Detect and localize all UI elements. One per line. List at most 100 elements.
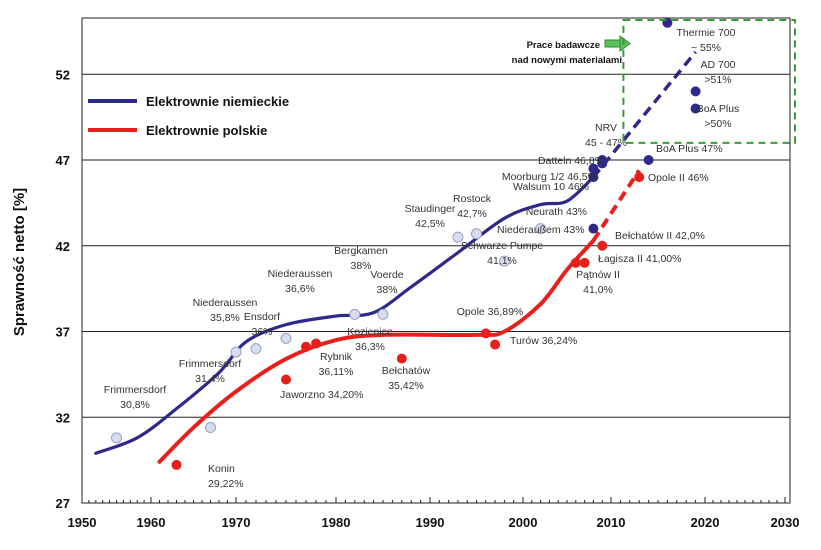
point-label: Opole II 46% [648, 172, 709, 184]
german-point-planned [643, 155, 654, 165]
point-label: Niederaußem 43% [497, 224, 585, 236]
point-label: BoA Plus 47% [656, 143, 723, 155]
polish-trend-line [157, 238, 596, 464]
research-annotation: Prace badawcze nad nowymi materialami [512, 19, 797, 144]
point-label: Jaworzno 34,20% [280, 389, 363, 401]
point-label: 36,3% [355, 341, 385, 353]
point-label: AD 700 [700, 59, 735, 71]
y-tick-label: 27 [56, 496, 70, 511]
point-label: Opole 36,89% [457, 306, 524, 318]
point-label: Bergkamen [334, 245, 388, 257]
german-point-planned [588, 172, 599, 183]
point-label: 29,22% [208, 478, 244, 490]
point-label: Schwarze Pumpe [461, 240, 543, 252]
point-label: Datteln 46,8% [538, 155, 604, 167]
point-label: Neurath 43% [526, 206, 587, 218]
polish-forecast-line [591, 169, 641, 242]
polish-point [311, 338, 321, 349]
german-point [111, 432, 122, 444]
polish-point [490, 339, 501, 350]
point-label: Moorburg 1/2 46,5% [502, 171, 597, 183]
point-label: Frimmersdorf [104, 384, 166, 396]
point-label: Thermie 700 [677, 27, 736, 39]
x-tick-label: 1990 [416, 515, 445, 530]
x-tick-label: 1980 [322, 515, 351, 530]
german-point [471, 228, 482, 240]
x-tick-label: 1960 [137, 515, 166, 530]
point-label: NRV [595, 122, 617, 134]
german-point-planned [690, 103, 701, 114]
polish-point [480, 328, 491, 339]
german-point [535, 223, 547, 235]
polish-point [634, 172, 645, 183]
polish-point [301, 341, 311, 352]
point-label: 41,0% [583, 284, 613, 296]
point-label: Bełchatów [382, 365, 431, 377]
point-label: 38% [376, 284, 397, 296]
german-point [377, 308, 389, 320]
point-label: BoA Plus [697, 103, 740, 115]
german-point [205, 422, 216, 434]
point-label: 42,7% [457, 208, 487, 220]
german-point [452, 231, 464, 243]
point-label: 42,5% [415, 218, 445, 230]
point-label: 36,11% [319, 366, 354, 378]
grid-lines [82, 73, 790, 418]
german-point-planned [588, 223, 599, 234]
german-point-planned [597, 155, 608, 165]
legend-label-polish: Elektrownie polskie [146, 123, 267, 138]
y-axis-label: Sprawność netto [%] [11, 188, 28, 336]
point-label: Voerde [370, 269, 403, 281]
point-label: 45 - 47% [585, 137, 627, 149]
german-point [349, 308, 361, 320]
polish-point [597, 240, 608, 251]
data-points [111, 17, 701, 470]
point-label: Pątnów II [576, 269, 620, 281]
polish-point [396, 353, 407, 364]
x-tick-label: 2020 [691, 515, 720, 530]
polish-point [171, 459, 182, 470]
point-label: 38% [350, 260, 371, 272]
point-label: Staudinger [405, 203, 456, 215]
german-point [280, 332, 292, 344]
german-point [250, 343, 262, 355]
y-tick-label: 42 [56, 239, 70, 254]
point-label: >50% [704, 118, 731, 130]
point-label: Rybnik [320, 351, 353, 363]
german-point-planned [690, 86, 701, 97]
point-labels: Frimmersdorf 30,8% Frimmersdorf 31,4% Nieder… [104, 27, 740, 490]
y-tick-label: 32 [56, 410, 70, 425]
x-tick-label: 2030 [771, 515, 800, 530]
polish-point [281, 374, 291, 385]
point-label: Niederaussen [193, 297, 258, 309]
x-tick-label: 2010 [597, 515, 626, 530]
x-tick-label: 1970 [222, 515, 251, 530]
point-label: 35,42% [388, 380, 424, 392]
german-point [498, 255, 510, 267]
point-label: Bełchatów II 42,0% [615, 230, 705, 242]
point-label: 31,4% [195, 373, 225, 385]
point-label: Kozienice [347, 326, 393, 338]
point-label: 30,8% [120, 399, 150, 411]
x-tick-label: 1950 [68, 515, 97, 530]
german-forecast-line [592, 50, 697, 179]
green-arrow-icon [604, 35, 631, 52]
point-label: Turów 36,24% [510, 335, 577, 347]
y-tick-label: 52 [56, 67, 70, 82]
point-label: 36,6% [285, 283, 315, 295]
annotation-line-2: nad nowymi materialami [512, 55, 622, 66]
x-tick-label: 2000 [509, 515, 538, 530]
point-label: Frimmersdorf [179, 358, 241, 370]
plot-frame [81, 17, 791, 504]
y-tick-label: 37 [56, 325, 70, 340]
point-label: Rostock [453, 193, 492, 205]
point-label: Walsum 10 46% [513, 181, 589, 193]
y-tick-label: 47 [56, 153, 70, 168]
german-point [230, 346, 242, 358]
polish-point [579, 257, 590, 268]
axes: 27 32 37 42 47 52 1950 1960 1970 1980 1990 2000 2010… [56, 17, 800, 530]
annotation-line-1: Prace badawcze [527, 40, 600, 51]
point-label: ~ 55% [691, 42, 721, 54]
point-label: 41,1% [487, 255, 517, 267]
